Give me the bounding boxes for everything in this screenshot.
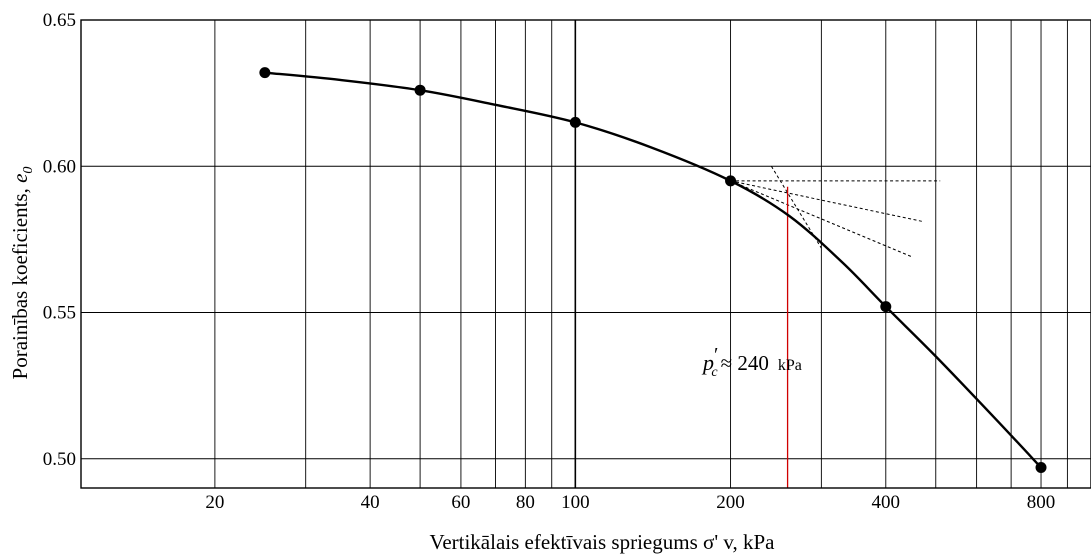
data-points (259, 67, 1047, 474)
x-tick-label: 100 (561, 492, 590, 513)
data-point (414, 84, 426, 96)
x-axis-title: Vertikālais efektīvais spriegums σ' v, k… (429, 530, 775, 554)
x-tick-label: 60 (451, 492, 470, 513)
data-point (880, 301, 892, 313)
data-point (259, 67, 271, 79)
x-tick-label: 400 (872, 492, 901, 513)
y-axis-title: Porainības koeficients, e0 (8, 167, 36, 380)
y-axis-title-symbol: e (8, 174, 32, 183)
annotation-subscript: c (711, 365, 718, 380)
x-tick-label: 800 (1027, 492, 1056, 513)
data-point (569, 116, 581, 128)
y-tick-label: 0.55 (43, 303, 76, 324)
y-tick-labels: 0.50 0.55 0.60 0.65 (43, 10, 76, 470)
x-tick-label: 40 (361, 492, 380, 513)
x-tick-label: 80 (516, 492, 535, 513)
data-point (1035, 462, 1047, 474)
annotation-unit: kPa (778, 357, 802, 374)
y-tick-label: 0.65 (43, 10, 76, 31)
construction-line (730, 180, 925, 223)
plot-frame (80, 19, 1091, 489)
annotation-value: ≈ 240 (721, 351, 769, 375)
y-axis-title-subscript: 0 (21, 167, 36, 174)
data-point (725, 175, 737, 187)
construction-lines (730, 165, 941, 258)
x-tick-label: 20 (205, 492, 224, 513)
x-tick-label: 200 (716, 492, 745, 513)
annotation-prime: ′ (714, 344, 718, 366)
y-axis-title-main: Porainības koeficients, (8, 183, 32, 380)
grid (81, 19, 1091, 488)
series-line (263, 71, 1043, 469)
x-tick-labels: 20 40 60 80 100 200 400 800 (205, 492, 1055, 513)
y-tick-label: 0.60 (43, 156, 76, 177)
y-tick-label: 0.50 (43, 449, 76, 470)
preconsolidation-annotation: p′ c ≈ 240 kPa (701, 344, 802, 380)
annotation-symbol: p (701, 350, 714, 375)
